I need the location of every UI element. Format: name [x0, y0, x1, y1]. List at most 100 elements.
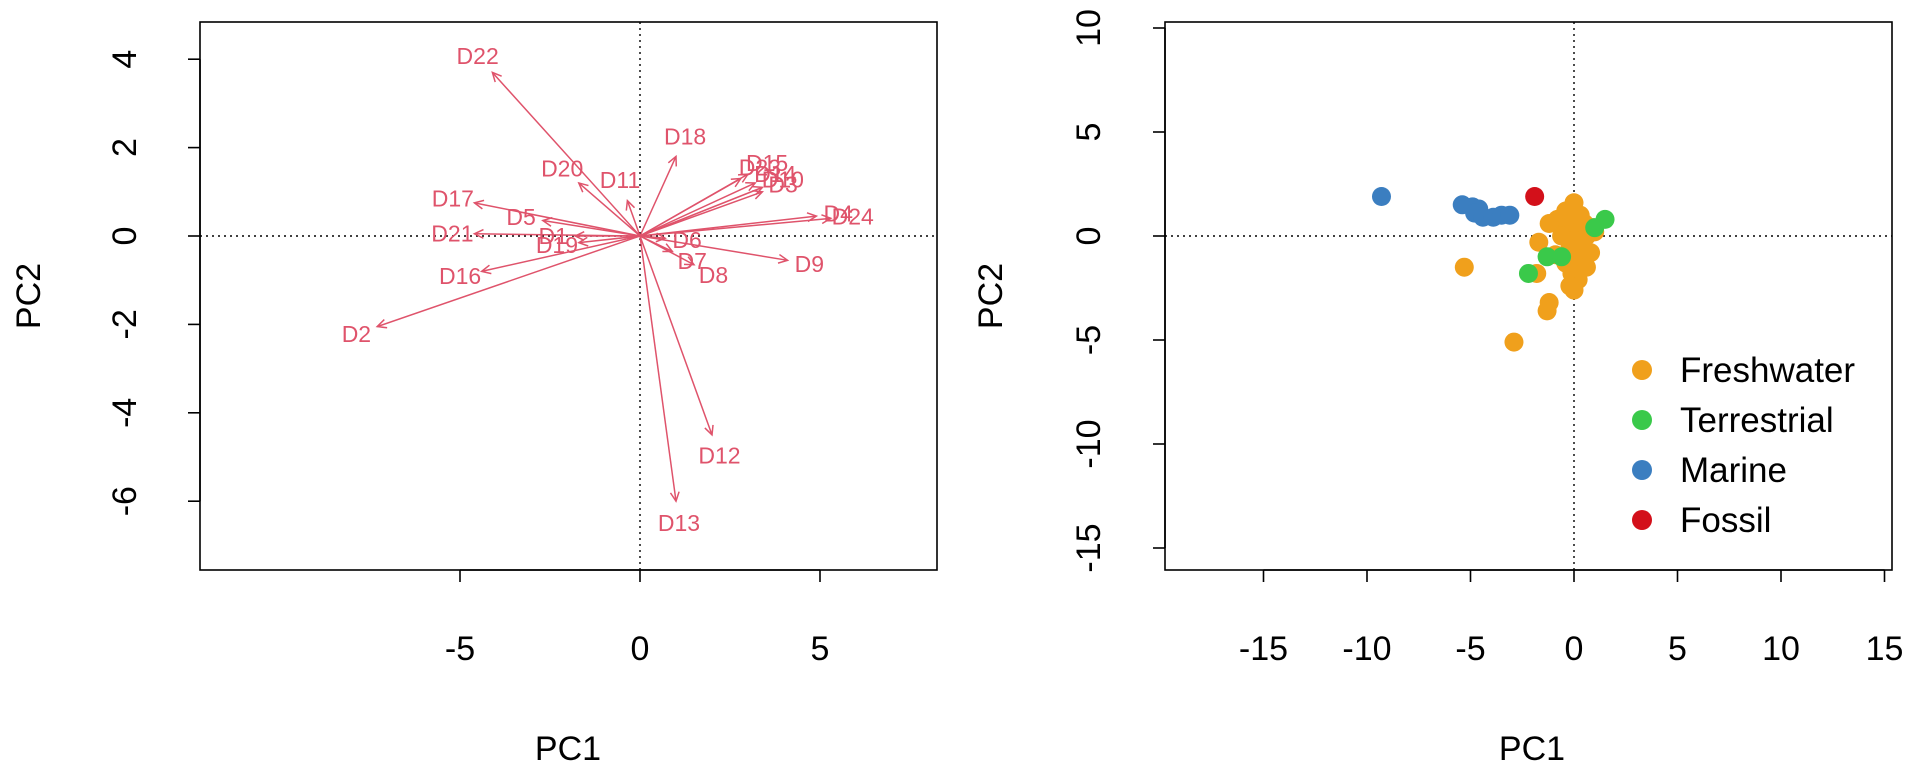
scatter-x-axis-label: PC1	[1499, 730, 1565, 768]
vector-arrowhead	[752, 185, 765, 196]
vector-arrowhead	[472, 228, 484, 239]
vector-arrowhead	[573, 230, 585, 242]
biplot-y-axis: 4 2 0 -2 -4 -6	[106, 50, 201, 516]
legend-swatch	[1632, 410, 1652, 430]
vector-label: D10	[762, 166, 804, 192]
legend-swatch	[1632, 510, 1652, 530]
vector-d13: D13	[639, 235, 700, 536]
vector-label: D24	[832, 203, 874, 229]
vector-d7: D7	[639, 235, 707, 274]
vector-arrowhead	[541, 216, 553, 227]
scatter-y-tick-label: 5	[1070, 123, 1108, 142]
biplot-x-tick-label: 5	[811, 630, 830, 668]
data-point	[1554, 207, 1574, 227]
vector-label: D15	[746, 150, 788, 176]
vector-d8: D8	[639, 235, 728, 288]
vector-arrow	[481, 235, 641, 273]
vector-label: D17	[432, 186, 474, 212]
vector-arrowhead	[683, 256, 696, 266]
vector-arrowhead	[752, 190, 765, 200]
vector-d3: D3	[639, 171, 798, 237]
series-fossil	[1525, 186, 1545, 206]
biplot-y-tick-label: 4	[106, 50, 144, 69]
scatter-x-tick-label: 5	[1668, 630, 1687, 668]
vector-arrow	[639, 235, 695, 266]
vector-label: D20	[541, 156, 583, 182]
vector-label: D12	[698, 443, 740, 469]
legend-label: Marine	[1680, 451, 1787, 490]
vector-arrowhead	[737, 173, 750, 183]
vector-arrowhead	[669, 491, 680, 503]
legend-item-fossil: Fossil	[1632, 501, 1771, 540]
vector-arrow	[542, 219, 641, 237]
vector-d19: D19	[536, 232, 641, 258]
vector-arrowhead	[662, 243, 674, 253]
data-point	[1552, 247, 1572, 267]
vector-arrow	[639, 191, 763, 237]
biplot-x-tick-label: 0	[631, 630, 650, 668]
vector-arrow	[639, 217, 831, 237]
scatter-y-tick-label: 0	[1070, 227, 1108, 246]
vector-label: D4	[824, 201, 854, 227]
vector-arrowhead	[655, 232, 667, 243]
legend-label: Freshwater	[1680, 351, 1855, 390]
vector-d17: D17	[432, 186, 641, 237]
vector-label: D21	[431, 220, 473, 246]
vector-label: D1	[538, 223, 567, 249]
biplot-y-tick-label: -6	[106, 486, 144, 516]
vector-arrow	[626, 200, 641, 237]
data-point	[1518, 263, 1538, 283]
biplot-frame	[199, 21, 938, 571]
vector-label: D8	[699, 262, 728, 288]
vector-d5: D5	[506, 204, 641, 237]
legend-label: Terrestrial	[1680, 401, 1834, 440]
legend-swatch	[1632, 460, 1652, 480]
biplot-y-axis-label: PC2	[10, 263, 48, 329]
vector-arrowhead	[472, 199, 485, 210]
scatter-x-axis: -15 -10 -5 0 5 10 15	[1239, 569, 1904, 668]
vector-arrow	[578, 182, 641, 237]
vector-d11: D11	[600, 167, 641, 237]
vector-label: D22	[457, 43, 499, 69]
biplot-x-axis: -5 0 5	[445, 569, 830, 668]
scatter-x-tick-label: 15	[1866, 630, 1904, 668]
vector-arrowhead	[577, 236, 589, 247]
legend-item-terrestrial: Terrestrial	[1632, 401, 1834, 440]
vector-arrow	[639, 235, 677, 502]
scatter-x-tick-label: -10	[1342, 630, 1391, 668]
vector-label: D19	[536, 232, 578, 258]
vector-label: D7	[678, 248, 707, 274]
biplot-y-tick-label: -2	[106, 309, 144, 339]
data-point	[1537, 247, 1557, 267]
vector-arrowhead	[821, 214, 833, 225]
vector-arrowhead	[704, 424, 714, 437]
scatter-y-tick-label: -15	[1070, 523, 1108, 572]
vector-d18: D18	[639, 123, 706, 237]
vector-d12: D12	[639, 235, 741, 469]
vector-arrowhead	[625, 199, 636, 211]
biplot-x-axis-label: PC1	[535, 730, 601, 768]
scatter-x-tick-label: -15	[1239, 630, 1288, 668]
data-point	[1585, 218, 1605, 238]
scatter-x-tick-label: 0	[1565, 630, 1584, 668]
data-point	[1504, 332, 1524, 352]
scatter-panel: -15 -10 -5 0 5 10 15 10 5 0 -5 -10 -15 Freshwater Te…	[972, 9, 1903, 768]
vector-label: D11	[600, 167, 641, 193]
vector-arrowhead	[479, 264, 492, 275]
vector-arrowhead	[777, 253, 790, 264]
vector-arrowhead	[667, 154, 678, 167]
vector-arrow	[639, 235, 788, 262]
vector-d20: D20	[541, 156, 641, 237]
vector-label: D14	[754, 161, 796, 187]
data-point	[1529, 232, 1549, 252]
vector-label: D2	[342, 321, 371, 347]
vector-d9: D9	[639, 235, 824, 277]
vector-arrow	[491, 71, 641, 237]
scatter-y-tick-label: 10	[1070, 9, 1108, 47]
vector-arrowhead	[745, 182, 757, 192]
legend-swatch	[1632, 360, 1652, 380]
scatter-y-tick-label: -5	[1070, 325, 1108, 355]
vector-label: D18	[664, 123, 706, 149]
data-point	[1500, 205, 1520, 225]
